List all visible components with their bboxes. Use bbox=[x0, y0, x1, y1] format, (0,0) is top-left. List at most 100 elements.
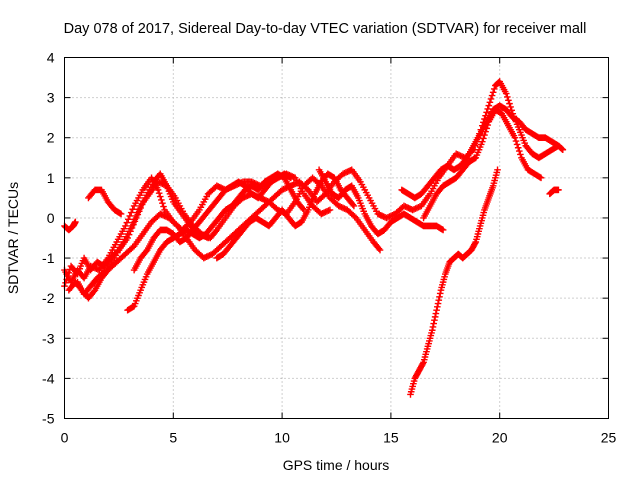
data-point bbox=[517, 151, 524, 158]
data-point bbox=[480, 135, 487, 142]
data-point bbox=[117, 210, 125, 218]
y-tick-label: 1 bbox=[47, 170, 55, 186]
data-point bbox=[135, 205, 143, 213]
data-point bbox=[376, 246, 384, 254]
data-point bbox=[559, 146, 567, 154]
series-track-9 bbox=[407, 166, 501, 398]
data-point bbox=[430, 320, 437, 327]
data-point bbox=[375, 245, 383, 252]
data-point bbox=[72, 218, 79, 226]
data-point bbox=[490, 85, 498, 93]
data-points bbox=[61, 78, 567, 398]
series-track-8 bbox=[315, 166, 447, 238]
data-point bbox=[428, 326, 436, 334]
data-point bbox=[122, 222, 129, 230]
data-point bbox=[433, 306, 440, 314]
data-point bbox=[154, 186, 162, 194]
data-point bbox=[133, 212, 140, 220]
data-point bbox=[484, 121, 492, 129]
data-point bbox=[511, 134, 519, 142]
data-point bbox=[123, 219, 131, 226]
data-point bbox=[125, 215, 132, 223]
data-point bbox=[134, 209, 142, 216]
x-tick-label: 0 bbox=[61, 430, 69, 446]
data-point bbox=[90, 288, 98, 295]
y-tick-label: -5 bbox=[42, 411, 55, 427]
data-point bbox=[429, 323, 437, 331]
data-point bbox=[439, 226, 447, 234]
data-point bbox=[435, 296, 443, 304]
data-point bbox=[483, 125, 490, 132]
y-tick-label: -1 bbox=[42, 250, 55, 266]
series-track-11 bbox=[420, 106, 545, 222]
plot-frame bbox=[64, 57, 609, 419]
x-tick-label: 10 bbox=[274, 430, 290, 446]
data-point bbox=[481, 131, 488, 139]
data-point bbox=[555, 186, 562, 194]
data-point bbox=[434, 303, 441, 311]
data-point bbox=[172, 221, 180, 228]
x-axis-label: GPS time / hours bbox=[283, 457, 390, 473]
data-point bbox=[494, 166, 501, 174]
data-point bbox=[488, 92, 496, 99]
data-point bbox=[126, 212, 134, 220]
x-tick-label: 5 bbox=[169, 430, 177, 446]
y-tick-label: 3 bbox=[47, 90, 55, 106]
data-point bbox=[506, 100, 513, 107]
data-point bbox=[512, 137, 520, 145]
data-point bbox=[436, 293, 443, 301]
data-point bbox=[130, 219, 137, 226]
data-point bbox=[155, 189, 163, 197]
data-point bbox=[515, 147, 523, 155]
data-point bbox=[349, 201, 357, 208]
data-point bbox=[436, 290, 444, 297]
x-tick-label: 15 bbox=[383, 430, 399, 446]
data-point bbox=[489, 88, 497, 96]
data-point bbox=[320, 191, 328, 199]
data-point bbox=[303, 185, 311, 192]
data-point bbox=[431, 316, 438, 324]
data-point bbox=[351, 213, 358, 220]
series-track-13 bbox=[85, 186, 125, 218]
data-point bbox=[159, 199, 166, 207]
series-track-14 bbox=[546, 186, 562, 198]
data-point bbox=[537, 174, 545, 182]
data-point bbox=[513, 141, 521, 148]
data-point bbox=[482, 128, 489, 136]
data-point bbox=[505, 96, 512, 104]
y-tick-label: -4 bbox=[42, 370, 55, 386]
data-point bbox=[507, 103, 514, 111]
data-point bbox=[487, 95, 495, 103]
data-point bbox=[431, 313, 439, 321]
series-track-10 bbox=[398, 102, 567, 202]
data-point bbox=[326, 206, 334, 214]
data-point bbox=[127, 209, 135, 216]
data-point bbox=[419, 360, 427, 367]
data-point bbox=[158, 196, 165, 204]
data-point bbox=[212, 228, 220, 235]
data-point bbox=[504, 93, 511, 101]
data-point bbox=[502, 90, 510, 97]
series-track-6 bbox=[130, 170, 295, 274]
data-point bbox=[129, 244, 136, 251]
chart-title: Day 078 of 2017, Sidereal Day-to-day VTE… bbox=[64, 21, 587, 37]
data-point bbox=[128, 222, 136, 230]
y-tick-label: 4 bbox=[47, 50, 55, 66]
y-tick-label: -2 bbox=[42, 290, 55, 306]
y-tick-label: 0 bbox=[47, 210, 55, 226]
data-point bbox=[131, 215, 139, 223]
data-point bbox=[478, 138, 486, 146]
data-point bbox=[514, 144, 522, 152]
data-point bbox=[287, 174, 295, 182]
data-point bbox=[129, 205, 136, 213]
data-point bbox=[471, 240, 479, 247]
y-tick-label: 2 bbox=[47, 130, 55, 146]
data-point bbox=[485, 102, 493, 109]
x-tick-labels: 0 5 10 15 20 25 bbox=[61, 430, 617, 446]
data-point bbox=[350, 202, 358, 210]
data-point bbox=[156, 193, 164, 200]
x-tick-label: 25 bbox=[601, 430, 617, 446]
data-point bbox=[142, 248, 150, 255]
